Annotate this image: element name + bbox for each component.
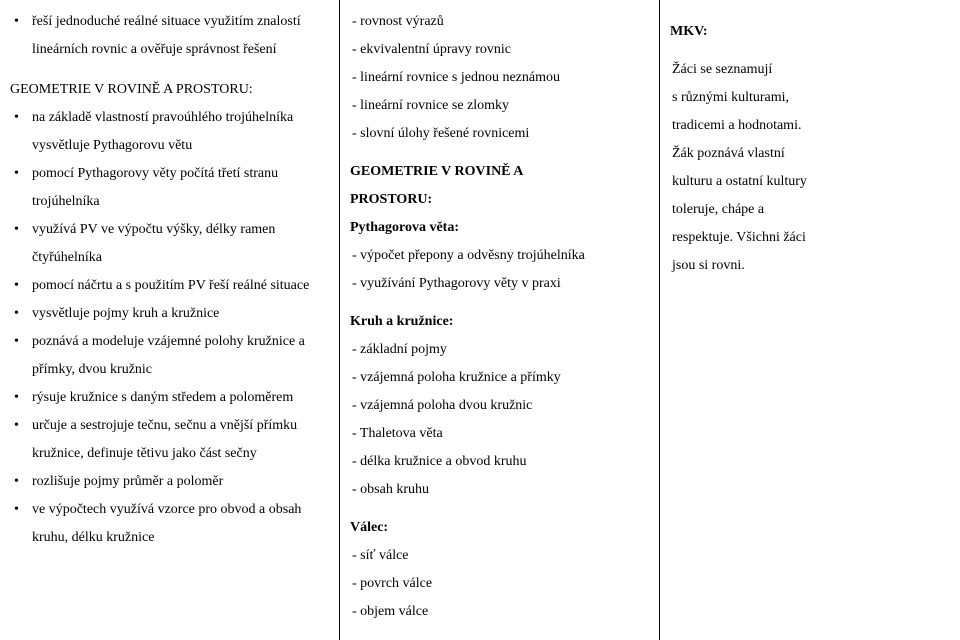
list-item: poznává a modeluje vzájemné polohy kružn… (10, 328, 329, 384)
col2-line: - vzájemná poloha dvou kružnic (350, 392, 649, 420)
col2-sec1-head1: GEOMETRIE V ROVINĚ A (350, 158, 649, 186)
col1-section-heading: GEOMETRIE V ROVINĚ A PROSTORU: (10, 76, 329, 104)
col2-line: - ekvivalentní úpravy rovnic (350, 36, 649, 64)
list-item: ve výpočtech využívá vzorce pro obvod a … (10, 496, 329, 552)
col2-line: - výpočet přepony a odvěsny trojúhelníka (350, 242, 649, 270)
list-item: pomocí Pythagorovy věty počítá třetí str… (10, 160, 329, 216)
col2-line: - slovní úlohy řešené rovnicemi (350, 120, 649, 148)
list-item: rozlišuje pojmy průměr a poloměr (10, 468, 329, 496)
col2-sec1-head2: PROSTORU: (350, 186, 649, 214)
col1-list: na základě vlastností pravoúhlého trojúh… (10, 104, 329, 552)
col3-line: jsou si rovni. (670, 252, 950, 280)
col2-line: - délka kružnice a obvod kruhu (350, 448, 649, 476)
list-item: určuje a sestrojuje tečnu, sečnu a vnějš… (10, 412, 329, 468)
column-1: řeší jednoduché reálné situace využitím … (0, 0, 340, 640)
col2-sec2-head: Kruh a kružnice: (350, 308, 649, 336)
list-item: pomocí náčrtu a s použitím PV řeší reáln… (10, 272, 329, 300)
col3-line: tradicemi a hodnotami. (670, 112, 950, 140)
col3-head: MKV: (670, 18, 950, 46)
col1-top-list: řeší jednoduché reálné situace využitím … (10, 8, 329, 64)
col3-line: Žáci se seznamují (670, 56, 950, 84)
col2-line: - využívání Pythagorovy věty v praxi (350, 270, 649, 298)
col2-line: - rovnost výrazů (350, 8, 649, 36)
col3-line: respektuje. Všichni žáci (670, 224, 950, 252)
list-item: vysvětluje pojmy kruh a kružnice (10, 300, 329, 328)
col2-line: - lineární rovnice se zlomky (350, 92, 649, 120)
list-item: využívá PV ve výpočtu výšky, délky ramen… (10, 216, 329, 272)
col2-line: - Thaletova věta (350, 420, 649, 448)
list-item: rýsuje kružnice s daným středem a polomě… (10, 384, 329, 412)
col3-line: toleruje, chápe a (670, 196, 950, 224)
col3-line: kulturu a ostatní kultury (670, 168, 950, 196)
col2-sec1-sub: Pythagorova věta: (350, 214, 649, 242)
list-item: na základě vlastností pravoúhlého trojúh… (10, 104, 329, 160)
col2-line: - vzájemná poloha kružnice a přímky (350, 364, 649, 392)
column-3: MKV: Žáci se seznamují s různými kultura… (660, 0, 960, 640)
col2-line: - objem válce (350, 598, 649, 626)
col3-line: s různými kulturami, (670, 84, 950, 112)
col2-line: - obsah kruhu (350, 476, 649, 504)
column-2: - rovnost výrazů - ekvivalentní úpravy r… (340, 0, 660, 640)
col2-line: - lineární rovnice s jednou neznámou (350, 64, 649, 92)
list-item: řeší jednoduché reálné situace využitím … (10, 8, 329, 64)
col2-sec3-head: Válec: (350, 514, 649, 542)
col2-line: - povrch válce (350, 570, 649, 598)
col2-line: - základní pojmy (350, 336, 649, 364)
col3-line: Žák poznává vlastní (670, 140, 950, 168)
col2-line: - síť válce (350, 542, 649, 570)
page: řeší jednoduché reálné situace využitím … (0, 0, 960, 640)
